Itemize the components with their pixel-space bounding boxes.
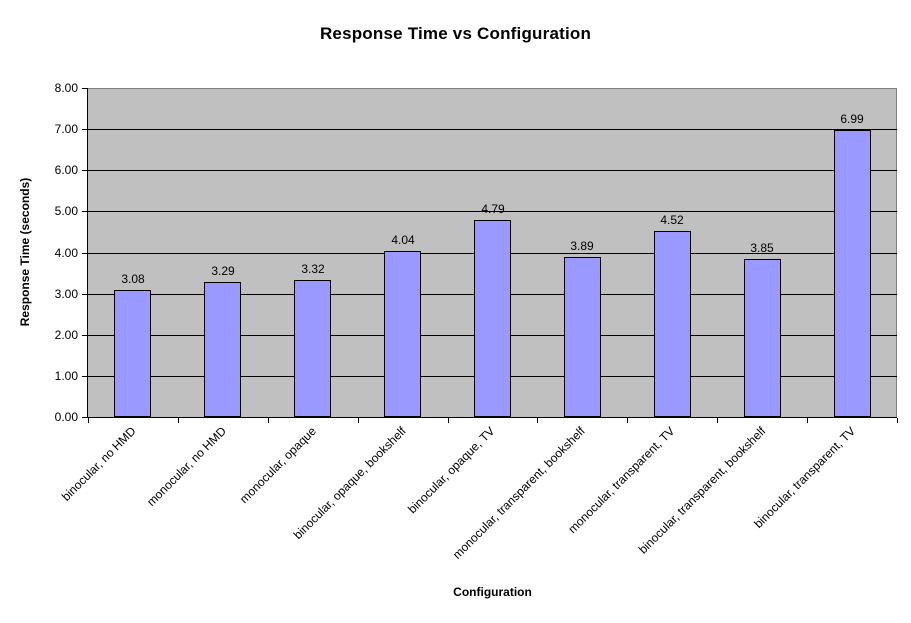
bar-value-label: 3.89 xyxy=(570,239,594,253)
bar-value-label: 3.32 xyxy=(301,262,325,276)
x-axis-tick xyxy=(178,418,179,423)
bar-value-label: 3.85 xyxy=(750,241,774,255)
y-axis-tick xyxy=(82,335,88,336)
x-category-label: monocular, transparent, TV xyxy=(565,424,678,537)
gridline xyxy=(88,170,897,171)
bar xyxy=(384,251,421,417)
bar xyxy=(564,257,601,417)
x-category-label: binocular, opaque, TV xyxy=(405,424,498,517)
x-axis-tick xyxy=(807,418,808,423)
x-axis-tick xyxy=(717,418,718,423)
y-tick-label: 1.00 xyxy=(54,369,78,383)
bar xyxy=(744,259,781,417)
x-category-label: monocular, opaque xyxy=(236,424,319,507)
bar-value-label: 4.79 xyxy=(481,202,505,216)
y-axis-tick xyxy=(82,253,88,254)
bar-value-label: 6.99 xyxy=(840,112,864,126)
bar-value-label: 4.52 xyxy=(660,213,684,227)
x-axis-title: Configuration xyxy=(453,585,532,599)
bar xyxy=(834,130,871,417)
bar xyxy=(294,280,331,417)
y-axis-tick xyxy=(82,88,88,89)
gridline xyxy=(88,129,897,130)
y-axis-tick xyxy=(82,129,88,130)
y-axis-tick xyxy=(82,211,88,212)
bar xyxy=(114,290,151,417)
bar-value-label: 3.08 xyxy=(121,272,145,286)
y-tick-label: 4.00 xyxy=(54,246,78,260)
y-tick-label: 8.00 xyxy=(54,81,78,95)
x-axis-line xyxy=(82,417,897,418)
x-category-label: binocular, no HMD xyxy=(59,424,139,504)
gridline xyxy=(88,211,897,212)
y-axis-tick xyxy=(82,294,88,295)
x-category-label: binocular, transparent, TV xyxy=(750,424,858,531)
y-axis-tick xyxy=(82,376,88,377)
y-tick-label: 5.00 xyxy=(54,204,78,218)
x-axis-tick xyxy=(88,418,89,423)
y-tick-label: 2.00 xyxy=(54,328,78,342)
chart-title: Response Time vs Configuration xyxy=(319,24,592,43)
x-axis-tick xyxy=(537,418,538,423)
bar xyxy=(204,282,241,417)
bar-value-label: 4.04 xyxy=(391,233,415,247)
y-tick-label: 7.00 xyxy=(54,122,78,136)
y-tick-label: 6.00 xyxy=(54,163,78,177)
y-tick-label: 3.00 xyxy=(54,287,78,301)
x-axis-tick xyxy=(448,418,449,423)
bar-value-label: 3.29 xyxy=(211,264,235,278)
bar xyxy=(654,231,691,417)
x-category-label: monocular, no HMD xyxy=(144,424,229,509)
y-axis-line xyxy=(87,88,88,418)
x-axis-tick xyxy=(897,418,898,423)
x-axis-tick xyxy=(268,418,269,423)
bar xyxy=(474,220,511,417)
y-axis-tick xyxy=(82,170,88,171)
x-axis-tick xyxy=(627,418,628,423)
y-tick-label: 0.00 xyxy=(54,410,78,424)
x-axis-tick xyxy=(358,418,359,423)
